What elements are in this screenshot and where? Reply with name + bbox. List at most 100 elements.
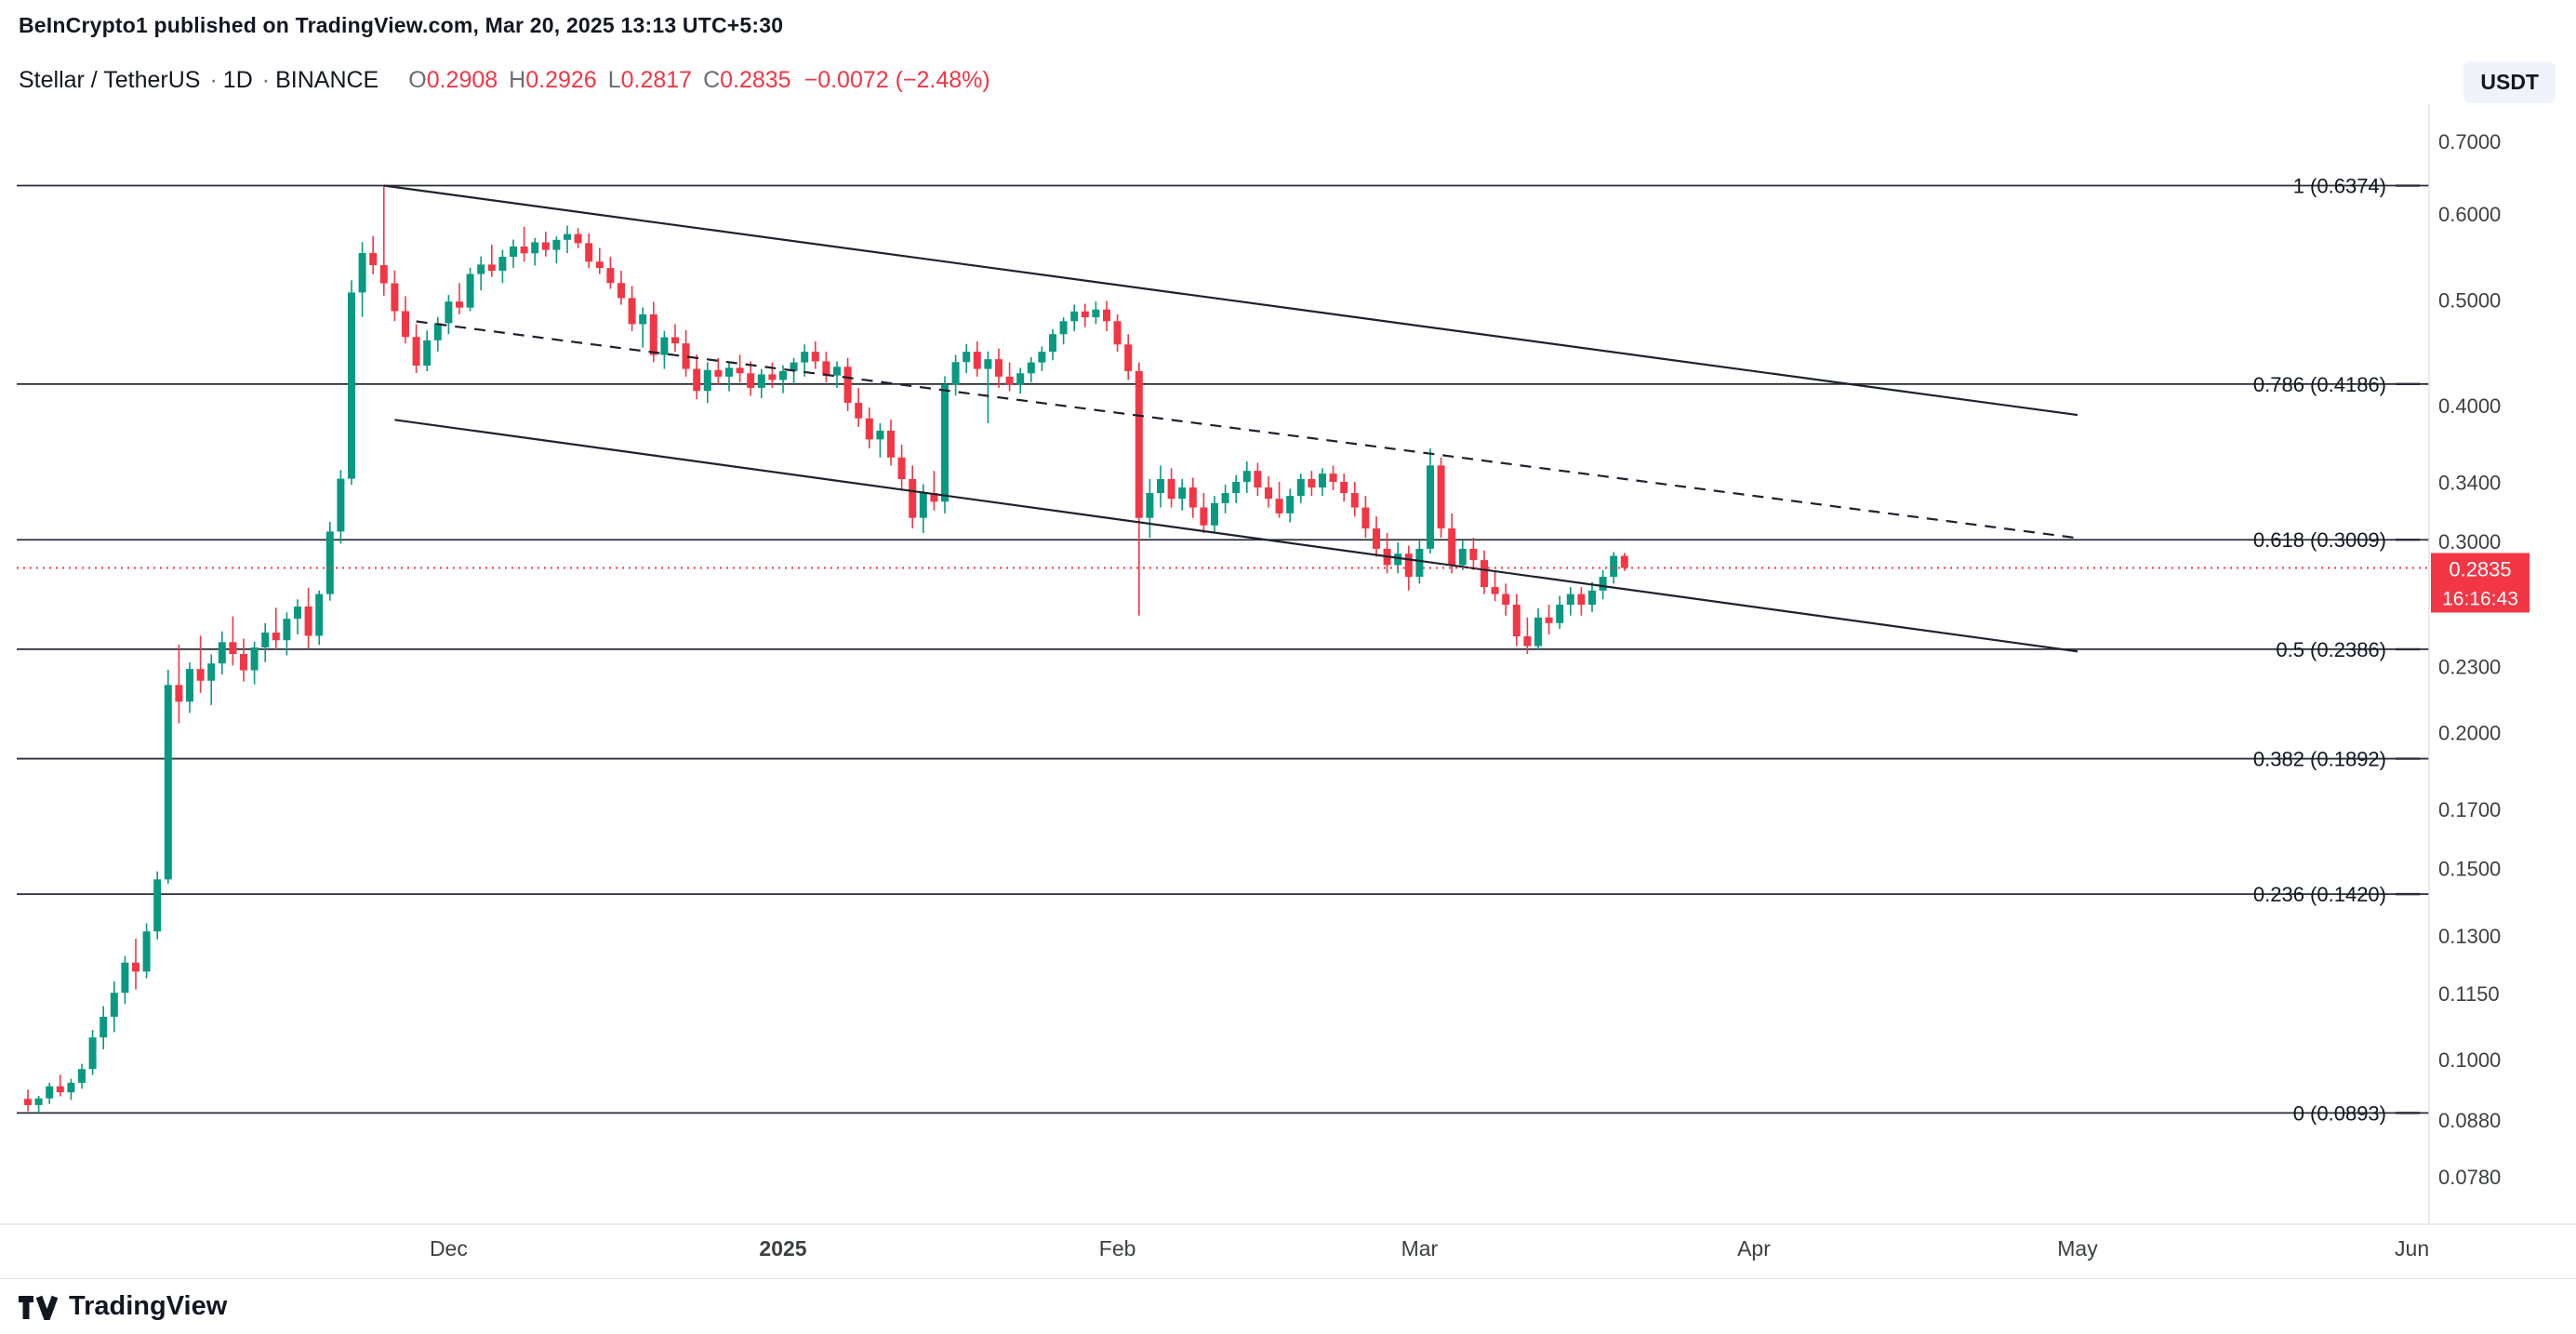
candle: [304, 587, 312, 649]
tradingview-logo-icon[interactable]: [17, 1294, 58, 1320]
candle: [1415, 540, 1424, 584]
candle: [909, 465, 917, 529]
price-axis-label: 0.1150: [2438, 982, 2500, 1006]
fib-level-label: 0.618 (0.3009): [2253, 528, 2386, 552]
candle: [995, 348, 1003, 388]
candle: [747, 361, 755, 396]
candle: [1577, 587, 1586, 616]
price-axis-label: 0.0780: [2438, 1166, 2501, 1189]
candle: [660, 330, 669, 369]
candle: [541, 231, 550, 257]
price-axis-label: 0.7000: [2438, 130, 2501, 153]
candle: [520, 226, 528, 262]
candle: [671, 324, 679, 353]
candle: [531, 237, 539, 266]
fib-retracement[interactable]: 1 (0.6374) 0.786 (0.4186) 0.618 (0.3009) 0.…: [17, 175, 2429, 1126]
candle: [1254, 462, 1262, 497]
candle: [67, 1078, 75, 1101]
candle: [1113, 313, 1122, 353]
low-label: L: [607, 67, 621, 93]
candle: [46, 1082, 54, 1104]
candle: [595, 247, 604, 274]
price-axis[interactable]: 0.7000 0.6000 0.5000 0.4000 0.3400 0.3000 0.23…: [2438, 130, 2501, 1189]
candle: [887, 420, 895, 466]
time-axis-label: Jun: [2395, 1236, 2429, 1261]
candle: [196, 635, 205, 693]
candle: [1308, 471, 1316, 497]
candle: [574, 228, 582, 248]
candle: [272, 607, 280, 650]
candle: [1016, 367, 1025, 394]
candle: [1296, 474, 1305, 503]
fib-level-label: 0 (0.0893): [2293, 1101, 2386, 1125]
open-label: O: [408, 67, 427, 93]
candle: [1448, 513, 1456, 574]
price-axis-label: 0.6000: [2438, 203, 2501, 226]
candle: [1599, 569, 1607, 600]
candle: [951, 354, 960, 396]
legend-separator: ·: [209, 67, 218, 93]
candle: [1188, 477, 1197, 518]
channel-trendline[interactable]: [394, 419, 2078, 653]
time-axis[interactable]: Dec 2025 Feb Mar Apr May Jun: [430, 1236, 2429, 1261]
fib-level-label: 0.786 (0.4186): [2253, 373, 2386, 396]
currency-toggle-button[interactable]: USDT: [2463, 61, 2556, 103]
price-axis-label: 0.5000: [2438, 289, 2501, 313]
symbol-title[interactable]: Stellar / TetherUS · 1D · BINANCE: [19, 67, 384, 93]
candle: [876, 422, 884, 458]
price-axis-label: 0.1000: [2438, 1048, 2501, 1072]
candle: [1361, 496, 1370, 539]
candle: [617, 271, 625, 305]
candle: [1566, 587, 1574, 616]
candle: [1545, 605, 1553, 634]
channel-trendline[interactable]: [383, 184, 2078, 417]
close-label: C: [703, 67, 721, 93]
time-axis-label: Mar: [1401, 1236, 1439, 1261]
candle: [315, 590, 324, 646]
candle: [1081, 303, 1089, 327]
candle: [833, 361, 841, 388]
candle: [585, 233, 593, 269]
candle: [1135, 362, 1143, 616]
candle: [261, 622, 270, 662]
candle: [445, 295, 453, 335]
candle: [1610, 552, 1618, 584]
candle: [132, 939, 139, 990]
high-value: 0.2926: [525, 67, 597, 93]
candle: [487, 244, 496, 277]
candle: [639, 307, 647, 348]
candle: [391, 270, 399, 322]
channel-midline-dashed[interactable]: [416, 320, 2078, 540]
close-value: 0.2835: [720, 67, 791, 93]
candle: [843, 357, 852, 411]
candle: [725, 362, 733, 392]
price-axis-label: 0.1500: [2438, 857, 2501, 880]
candle: [552, 236, 561, 264]
candle: [1038, 346, 1046, 371]
candle: [175, 644, 183, 724]
candle: [34, 1095, 43, 1114]
candle: [714, 357, 723, 385]
current-price-label: 0.2835 16:16:43: [2431, 553, 2530, 613]
time-axis-label: Feb: [1099, 1236, 1136, 1261]
candle: [218, 631, 226, 674]
candle: [930, 471, 938, 511]
candle: [757, 368, 765, 399]
candle: [768, 362, 777, 388]
candle: [56, 1074, 64, 1097]
candle: [1469, 538, 1478, 570]
candle: [337, 470, 345, 544]
candle: [1027, 356, 1035, 382]
candle: [186, 662, 193, 714]
candle: [164, 669, 172, 884]
candle: [1221, 484, 1229, 514]
candle: [693, 354, 701, 400]
candle: [477, 256, 485, 291]
candle: [703, 362, 711, 404]
candle: [811, 340, 819, 369]
candle: [1146, 479, 1154, 539]
tradingview-wordmark[interactable]: TradingView: [69, 1291, 228, 1321]
fib-level-label: 0.5 (0.2386): [2276, 638, 2386, 661]
candle: [433, 316, 442, 352]
